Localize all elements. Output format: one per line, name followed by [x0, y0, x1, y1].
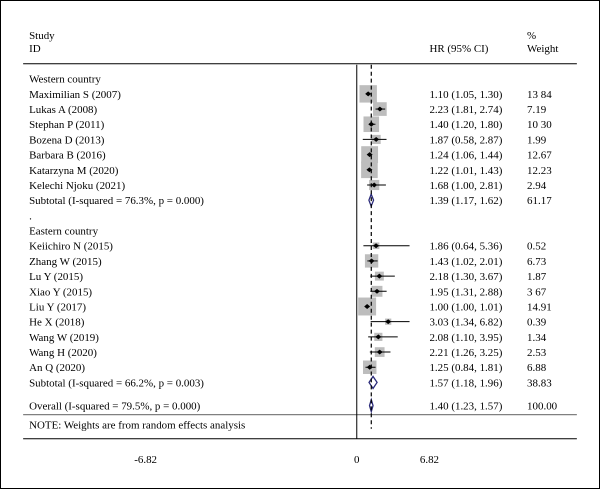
- study-hr-ci: 1.95 (1.31, 2.88): [429, 286, 502, 298]
- study-hr-ci: 2.23 (1.81, 2.74): [429, 104, 502, 116]
- header-study-line2: ID: [29, 43, 41, 55]
- header-weight-line2: Weight: [527, 43, 558, 55]
- study-label: Keiichiro N (2015): [29, 241, 113, 253]
- study-hr-ci: 3.03 (1.34, 6.82): [429, 317, 502, 329]
- study-weight: 0.52: [527, 241, 546, 253]
- study-label: Barbara B (2016): [29, 150, 106, 162]
- study-hr-ci: 2.18 (1.30, 3.67): [429, 271, 502, 283]
- study-hr-ci: 2.21 (1.26, 3.25): [429, 347, 502, 359]
- study-label: Wang H (2020): [29, 347, 97, 359]
- study-weight: 10 30: [527, 119, 552, 131]
- study-label: Zhang W (2015): [29, 256, 102, 268]
- study-point-estimate: [371, 182, 378, 188]
- study-weight: 2.53: [527, 347, 547, 359]
- study-weight: 12.67: [527, 150, 552, 162]
- subtotal-hr-ci: 1.39 (1.17, 1.62): [429, 195, 502, 207]
- study-weight: 6.73: [527, 256, 547, 268]
- study-weight: 13 84: [527, 89, 552, 101]
- note-text: NOTE: Weights are from random effects an…: [29, 420, 245, 432]
- overall-weight: 100.00: [527, 401, 558, 413]
- study-hr-ci: 1.24 (1.06, 1.44): [429, 150, 502, 162]
- study-hr-ci: 1.22 (1.01, 1.43): [429, 165, 502, 177]
- group-label: Western country: [29, 74, 101, 86]
- subtotal-hr-ci: 1.57 (1.18, 1.96): [429, 377, 502, 389]
- study-weight: 7.19: [527, 104, 547, 116]
- study-label: Xiao Y (2015): [29, 286, 92, 298]
- subtotal-weight: 61.17: [527, 195, 552, 207]
- study-label: Kelechi Njoku (2021): [29, 180, 125, 192]
- study-weight: 0.39: [527, 317, 547, 329]
- subtotal-weight: 38.83: [527, 377, 552, 389]
- study-label: Liu Y (2017): [29, 301, 86, 313]
- study-hr-ci: 1.00 (1.00, 1.01): [429, 301, 502, 313]
- study-point-estimate: [373, 243, 380, 249]
- study-label: Bozena D (2013): [29, 134, 105, 146]
- study-hr-ci: 1.25 (0.84, 1.81): [429, 362, 502, 374]
- study-point-estimate: [373, 136, 380, 142]
- header-weight-line1: %: [527, 30, 536, 42]
- study-label: An Q (2020): [29, 362, 85, 374]
- x-tick-label: 6.82: [420, 454, 439, 466]
- study-point-estimate: [375, 334, 382, 340]
- study-weight: 6.88: [527, 362, 547, 374]
- study-weight: 12.23: [527, 165, 552, 177]
- study-hr-ci: 1.68 (1.00, 2.81): [429, 180, 502, 192]
- rows-layer: Western country Maximilian S (2007) 1.10 (…: [23, 64, 577, 440]
- study-weight: 3 67: [527, 286, 547, 298]
- subtotal-diamond: [368, 375, 378, 390]
- x-tick-label: -6.82: [134, 454, 157, 466]
- study-point-estimate: [376, 106, 383, 112]
- subtotal-label: Subtotal (I-squared = 76.3%, p = 0.000): [29, 195, 204, 207]
- x-axis: -6.82 0 6.82: [134, 454, 439, 466]
- study-label: Katarzyna M (2020): [29, 165, 119, 177]
- study-hr-ci: 2.08 (1.10, 3.95): [429, 332, 502, 344]
- overall-label: Overall (I-squared = 79.5%, p = 0.000): [29, 401, 201, 413]
- study-point-estimate: [376, 349, 383, 355]
- study-label: He X (2018): [29, 317, 85, 329]
- x-tick-label: 0: [354, 454, 360, 466]
- study-label: Lu Y (2015): [29, 271, 83, 283]
- study-label: Wang W (2019): [29, 332, 99, 344]
- study-weight: 14.91: [527, 301, 552, 313]
- study-point-estimate: [365, 91, 372, 97]
- study-weight: 1.87: [527, 271, 547, 283]
- study-weight: 2.94: [527, 180, 547, 192]
- study-weight: 1.34: [527, 332, 547, 344]
- header-study-line1: Study: [29, 30, 55, 42]
- study-hr-ci: 1.86 (0.64, 5.36): [429, 241, 502, 253]
- study-weight: 1.99: [527, 134, 547, 146]
- header-hr-ci: HR (95% CI): [429, 43, 488, 55]
- group-label: Eastern country: [29, 226, 98, 238]
- study-hr-ci: 1.87 (0.58, 2.87): [429, 134, 502, 146]
- study-hr-ci: 1.10 (1.05, 1.30): [429, 89, 502, 101]
- subtotal-label: Subtotal (I-squared = 66.2%, p = 0.003): [29, 377, 204, 389]
- overall-hr-ci: 1.40 (1.23, 1.57): [429, 401, 502, 413]
- blank-label: .: [29, 210, 32, 222]
- study-hr-ci: 1.40 (1.20, 1.80): [429, 119, 502, 131]
- study-label: Maximilian S (2007): [29, 89, 121, 101]
- study-hr-ci: 1.43 (1.02, 2.01): [429, 256, 502, 268]
- study-label: Lukas A (2008): [29, 104, 97, 116]
- study-label: Stephan P (2011): [29, 119, 104, 131]
